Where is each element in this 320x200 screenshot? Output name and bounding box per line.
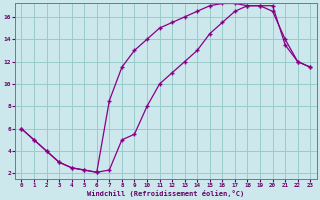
X-axis label: Windchill (Refroidissement éolien,°C): Windchill (Refroidissement éolien,°C) [87,190,244,197]
